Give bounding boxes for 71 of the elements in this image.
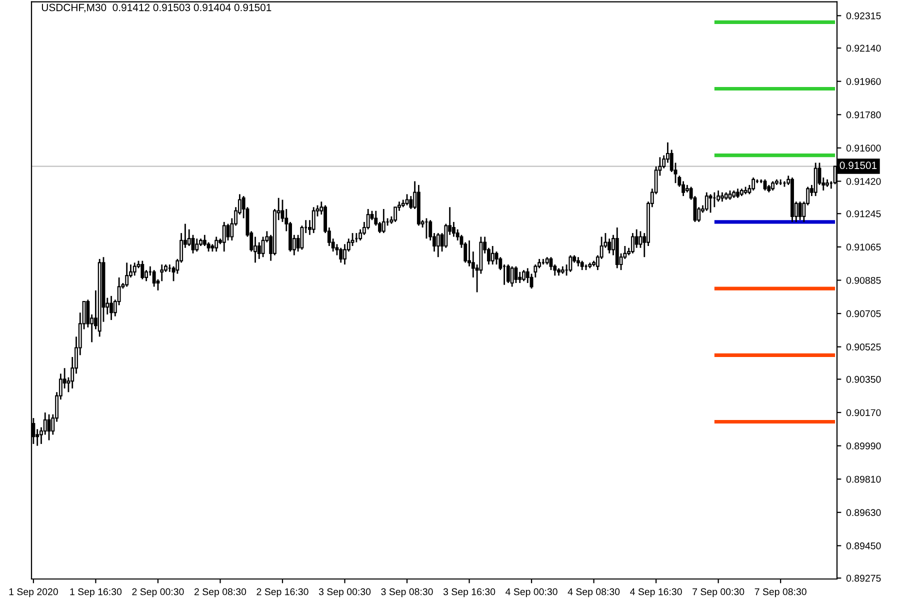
y-tick-label: 0.89275 (846, 574, 881, 582)
candlestick (226, 223, 230, 242)
x-tick-label: 1 Sep 2020 (9, 588, 58, 598)
candlestick (125, 262, 129, 288)
candlestick (752, 176, 756, 192)
candlestick (514, 266, 518, 284)
candlestick (436, 232, 440, 258)
y-tick-label: 0.91600 (846, 144, 881, 152)
y-tick-label: 0.89990 (846, 442, 881, 450)
candlestick (490, 245, 494, 266)
x-tick-label: 2 Sep 16:30 (256, 588, 308, 598)
y-tick-label: 0.92140 (846, 44, 881, 52)
x-tick-label: 4 Sep 00:30 (506, 588, 558, 598)
y-tick-label: 0.90705 (846, 310, 881, 318)
candlestick (771, 180, 775, 192)
candlestick (312, 206, 316, 234)
candlestick (720, 192, 724, 202)
candlestick (405, 194, 409, 206)
candlestick (354, 232, 358, 243)
y-tick-label: 0.91245 (846, 210, 881, 218)
candlestick (339, 247, 343, 264)
x-tick-label: 3 Sep 08:30 (381, 588, 433, 598)
x-tick-label: 2 Sep 00:30 (132, 588, 184, 598)
candlestick (576, 256, 580, 268)
candlestick (382, 208, 386, 234)
candlestick (634, 228, 638, 249)
candlestick (510, 266, 514, 288)
candlestick (580, 260, 584, 271)
candlestick (152, 269, 156, 288)
y-tick-label: 0.91065 (846, 244, 881, 251)
y-tick-label: 0.91780 (846, 111, 881, 118)
x-tick-label: 3 Sep 00:30 (318, 588, 371, 598)
x-tick-label: 4 Sep 08:30 (568, 588, 620, 598)
y-tick-label: 0.90525 (846, 344, 881, 350)
y-tick-label: 0.92315 (846, 12, 881, 20)
candlestick (110, 295, 113, 321)
candlestick (140, 260, 144, 280)
x-tick-label: 4 Sep 16:30 (630, 588, 682, 598)
y-tick-label: 0.90885 (846, 276, 881, 284)
candlestick (214, 236, 218, 252)
y-tick-label: 0.89810 (846, 476, 881, 483)
candlestick (506, 264, 510, 284)
x-tick-label: 3 Sep 16:30 (443, 588, 496, 598)
candlestick (630, 232, 634, 254)
candlestick (195, 238, 199, 252)
y-tick-label: 0.91420 (846, 178, 881, 185)
candlestick (568, 254, 572, 273)
candlestick (728, 190, 732, 200)
candlestick (522, 269, 526, 282)
candlestick (736, 188, 740, 199)
candlestick (132, 262, 136, 276)
y-tick-label: 0.90350 (846, 376, 881, 383)
candlestick (160, 264, 164, 282)
candlestick (798, 200, 802, 221)
ref-line-label: 0.91501 (840, 162, 877, 170)
x-tick-label: 1 Sep 16:30 (70, 588, 122, 598)
candlestick (712, 192, 716, 208)
candlestick (708, 194, 712, 214)
y-tick-label: 0.89450 (846, 542, 881, 550)
candlestick (409, 195, 413, 210)
x-tick-label: 7 Sep 00:30 (692, 588, 744, 598)
candlestick (518, 271, 522, 284)
chart-title: USDCHF,M30 0.91412 0.91503 0.91404 0.91501 (42, 4, 272, 12)
y-tick-label: 0.91960 (846, 78, 881, 85)
candlestick (222, 221, 226, 252)
x-tick-label: 2 Sep 08:30 (194, 588, 246, 598)
candlestick (704, 192, 708, 212)
y-tick-label: 0.90170 (846, 409, 881, 416)
y-tick-label: 0.89630 (846, 509, 881, 516)
x-tick-label: 7 Sep 08:30 (754, 588, 806, 598)
candlestick (763, 178, 767, 192)
